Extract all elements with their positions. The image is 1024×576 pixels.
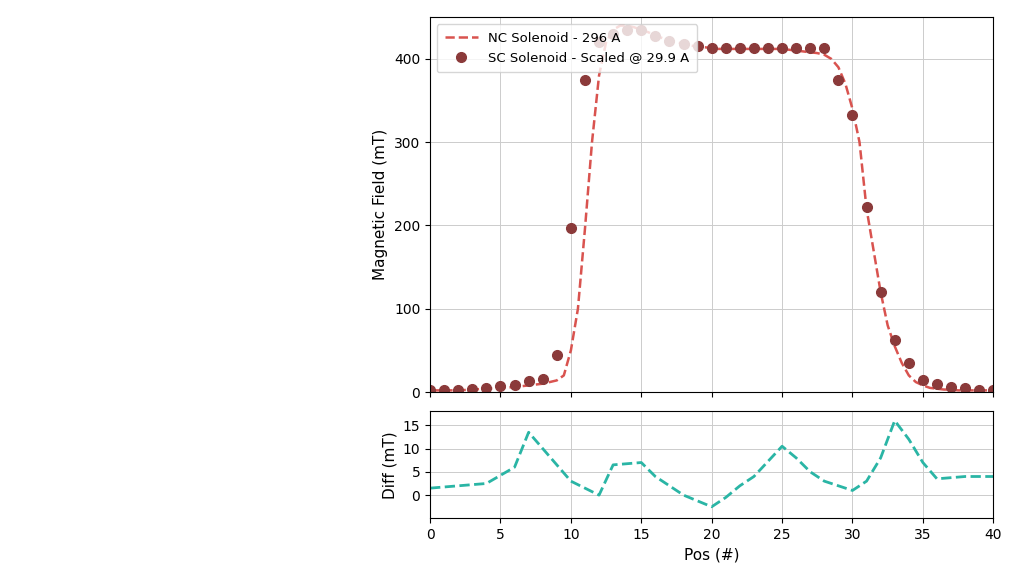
SC Solenoid - Scaled @ 29.9 A <box>762 44 774 51</box>
SC Solenoid - Scaled @ 29.9 A <box>508 381 520 388</box>
SC Solenoid - Scaled @ 29.9 A <box>846 111 858 118</box>
NC Solenoid - 296 A <box>607 26 620 33</box>
SC Solenoid - Scaled @ 29.9 A <box>903 359 915 366</box>
Line: NC Solenoid - 296 A: NC Solenoid - 296 A <box>430 25 993 391</box>
Legend: NC Solenoid - 296 A, SC Solenoid - Scaled @ 29.9 A: NC Solenoid - 296 A, SC Solenoid - Scale… <box>436 24 697 73</box>
Y-axis label: Diff (mT): Diff (mT) <box>382 431 397 499</box>
SC Solenoid - Scaled @ 29.9 A <box>874 289 887 295</box>
SC Solenoid - Scaled @ 29.9 A <box>551 351 563 358</box>
NC Solenoid - 296 A <box>833 64 845 71</box>
SC Solenoid - Scaled @ 29.9 A <box>565 225 578 232</box>
SC Solenoid - Scaled @ 29.9 A <box>931 380 943 387</box>
NC Solenoid - 296 A <box>987 387 999 394</box>
SC Solenoid - Scaled @ 29.9 A <box>889 337 901 344</box>
SC Solenoid - Scaled @ 29.9 A <box>945 384 957 391</box>
Y-axis label: Magnetic Field (mT): Magnetic Field (mT) <box>374 129 388 281</box>
SC Solenoid - Scaled @ 29.9 A <box>973 386 985 393</box>
SC Solenoid - Scaled @ 29.9 A <box>818 44 830 51</box>
SC Solenoid - Scaled @ 29.9 A <box>621 26 633 33</box>
SC Solenoid - Scaled @ 29.9 A <box>678 40 690 47</box>
SC Solenoid - Scaled @ 29.9 A <box>424 387 436 394</box>
SC Solenoid - Scaled @ 29.9 A <box>466 385 478 392</box>
SC Solenoid - Scaled @ 29.9 A <box>916 376 929 383</box>
SC Solenoid - Scaled @ 29.9 A <box>748 44 760 51</box>
SC Solenoid - Scaled @ 29.9 A <box>635 26 647 33</box>
SC Solenoid - Scaled @ 29.9 A <box>720 44 732 51</box>
SC Solenoid - Scaled @ 29.9 A <box>522 378 535 385</box>
SC Solenoid - Scaled @ 29.9 A <box>833 76 845 83</box>
NC Solenoid - 296 A <box>811 50 823 56</box>
SC Solenoid - Scaled @ 29.9 A <box>453 386 465 393</box>
Line: SC Solenoid - Scaled @ 29.9 A: SC Solenoid - Scaled @ 29.9 A <box>425 25 998 395</box>
SC Solenoid - Scaled @ 29.9 A <box>664 37 676 44</box>
SC Solenoid - Scaled @ 29.9 A <box>607 31 620 37</box>
SC Solenoid - Scaled @ 29.9 A <box>579 76 591 83</box>
SC Solenoid - Scaled @ 29.9 A <box>987 387 999 394</box>
X-axis label: Pos (#): Pos (#) <box>684 548 739 563</box>
SC Solenoid - Scaled @ 29.9 A <box>706 44 718 51</box>
SC Solenoid - Scaled @ 29.9 A <box>480 384 493 391</box>
SC Solenoid - Scaled @ 29.9 A <box>860 204 872 211</box>
NC Solenoid - 296 A <box>664 37 676 44</box>
SC Solenoid - Scaled @ 29.9 A <box>438 387 451 394</box>
SC Solenoid - Scaled @ 29.9 A <box>495 383 507 390</box>
NC Solenoid - 296 A <box>558 372 570 379</box>
NC Solenoid - 296 A <box>776 46 788 52</box>
SC Solenoid - Scaled @ 29.9 A <box>593 39 605 46</box>
SC Solenoid - Scaled @ 29.9 A <box>959 384 972 391</box>
SC Solenoid - Scaled @ 29.9 A <box>649 32 662 39</box>
SC Solenoid - Scaled @ 29.9 A <box>776 44 788 51</box>
NC Solenoid - 296 A <box>424 387 436 394</box>
SC Solenoid - Scaled @ 29.9 A <box>733 44 745 51</box>
NC Solenoid - 296 A <box>614 22 627 29</box>
SC Solenoid - Scaled @ 29.9 A <box>691 43 703 50</box>
SC Solenoid - Scaled @ 29.9 A <box>804 44 816 51</box>
SC Solenoid - Scaled @ 29.9 A <box>791 44 803 51</box>
SC Solenoid - Scaled @ 29.9 A <box>537 376 549 382</box>
